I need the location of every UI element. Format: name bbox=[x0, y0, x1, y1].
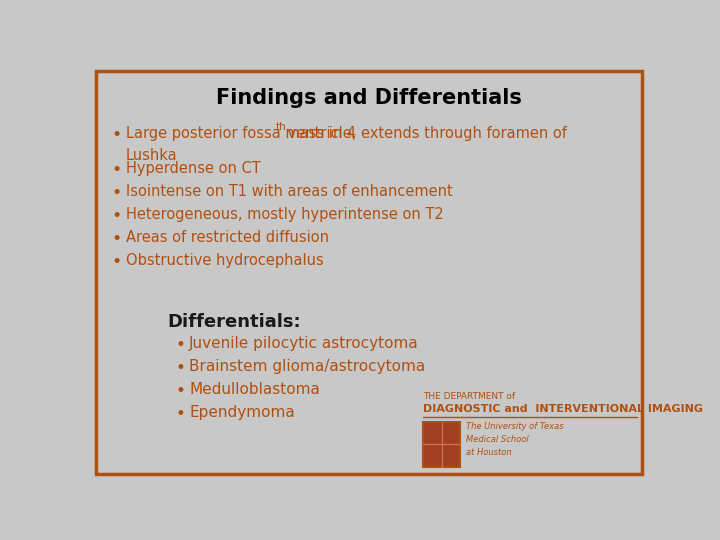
Text: Isointense on T1 with areas of enhancement: Isointense on T1 with areas of enhanceme… bbox=[126, 184, 452, 199]
Text: •: • bbox=[112, 207, 122, 225]
Text: THE DEPARTMENT of: THE DEPARTMENT of bbox=[423, 392, 516, 401]
Text: The University of Texas
Medical School
at Houston: The University of Texas Medical School a… bbox=[466, 422, 564, 457]
Text: •: • bbox=[112, 161, 122, 179]
Text: Brainstem glioma/astrocytoma: Brainstem glioma/astrocytoma bbox=[189, 359, 426, 374]
Text: Ependymoma: Ependymoma bbox=[189, 405, 295, 420]
Text: •: • bbox=[175, 359, 185, 377]
Text: •: • bbox=[112, 184, 122, 202]
Text: Differentials:: Differentials: bbox=[168, 313, 301, 330]
Text: Findings and Differentials: Findings and Differentials bbox=[216, 88, 522, 108]
Text: •: • bbox=[112, 231, 122, 248]
Text: Large posterior fossa mass in 4: Large posterior fossa mass in 4 bbox=[126, 126, 356, 141]
Text: Areas of restricted diffusion: Areas of restricted diffusion bbox=[126, 231, 328, 245]
Text: DIAGNOSTIC and  INTERVENTIONAL IMAGING: DIAGNOSTIC and INTERVENTIONAL IMAGING bbox=[423, 403, 703, 414]
Text: Heterogeneous, mostly hyperintense on T2: Heterogeneous, mostly hyperintense on T2 bbox=[126, 207, 444, 222]
Bar bbox=[423, 422, 461, 467]
Text: th: th bbox=[276, 122, 287, 132]
Text: Juvenile pilocytic astrocytoma: Juvenile pilocytic astrocytoma bbox=[189, 336, 419, 351]
Text: ventricle, extends through foramen of: ventricle, extends through foramen of bbox=[283, 126, 567, 141]
Text: Lushka: Lushka bbox=[126, 148, 177, 163]
Text: Obstructive hydrocephalus: Obstructive hydrocephalus bbox=[126, 253, 323, 268]
Text: •: • bbox=[175, 336, 185, 354]
Text: •: • bbox=[175, 382, 185, 400]
Text: Hyperdense on CT: Hyperdense on CT bbox=[126, 161, 261, 176]
Text: •: • bbox=[175, 405, 185, 423]
Text: •: • bbox=[112, 253, 122, 272]
Text: •: • bbox=[112, 126, 122, 144]
Text: Medulloblastoma: Medulloblastoma bbox=[189, 382, 320, 397]
